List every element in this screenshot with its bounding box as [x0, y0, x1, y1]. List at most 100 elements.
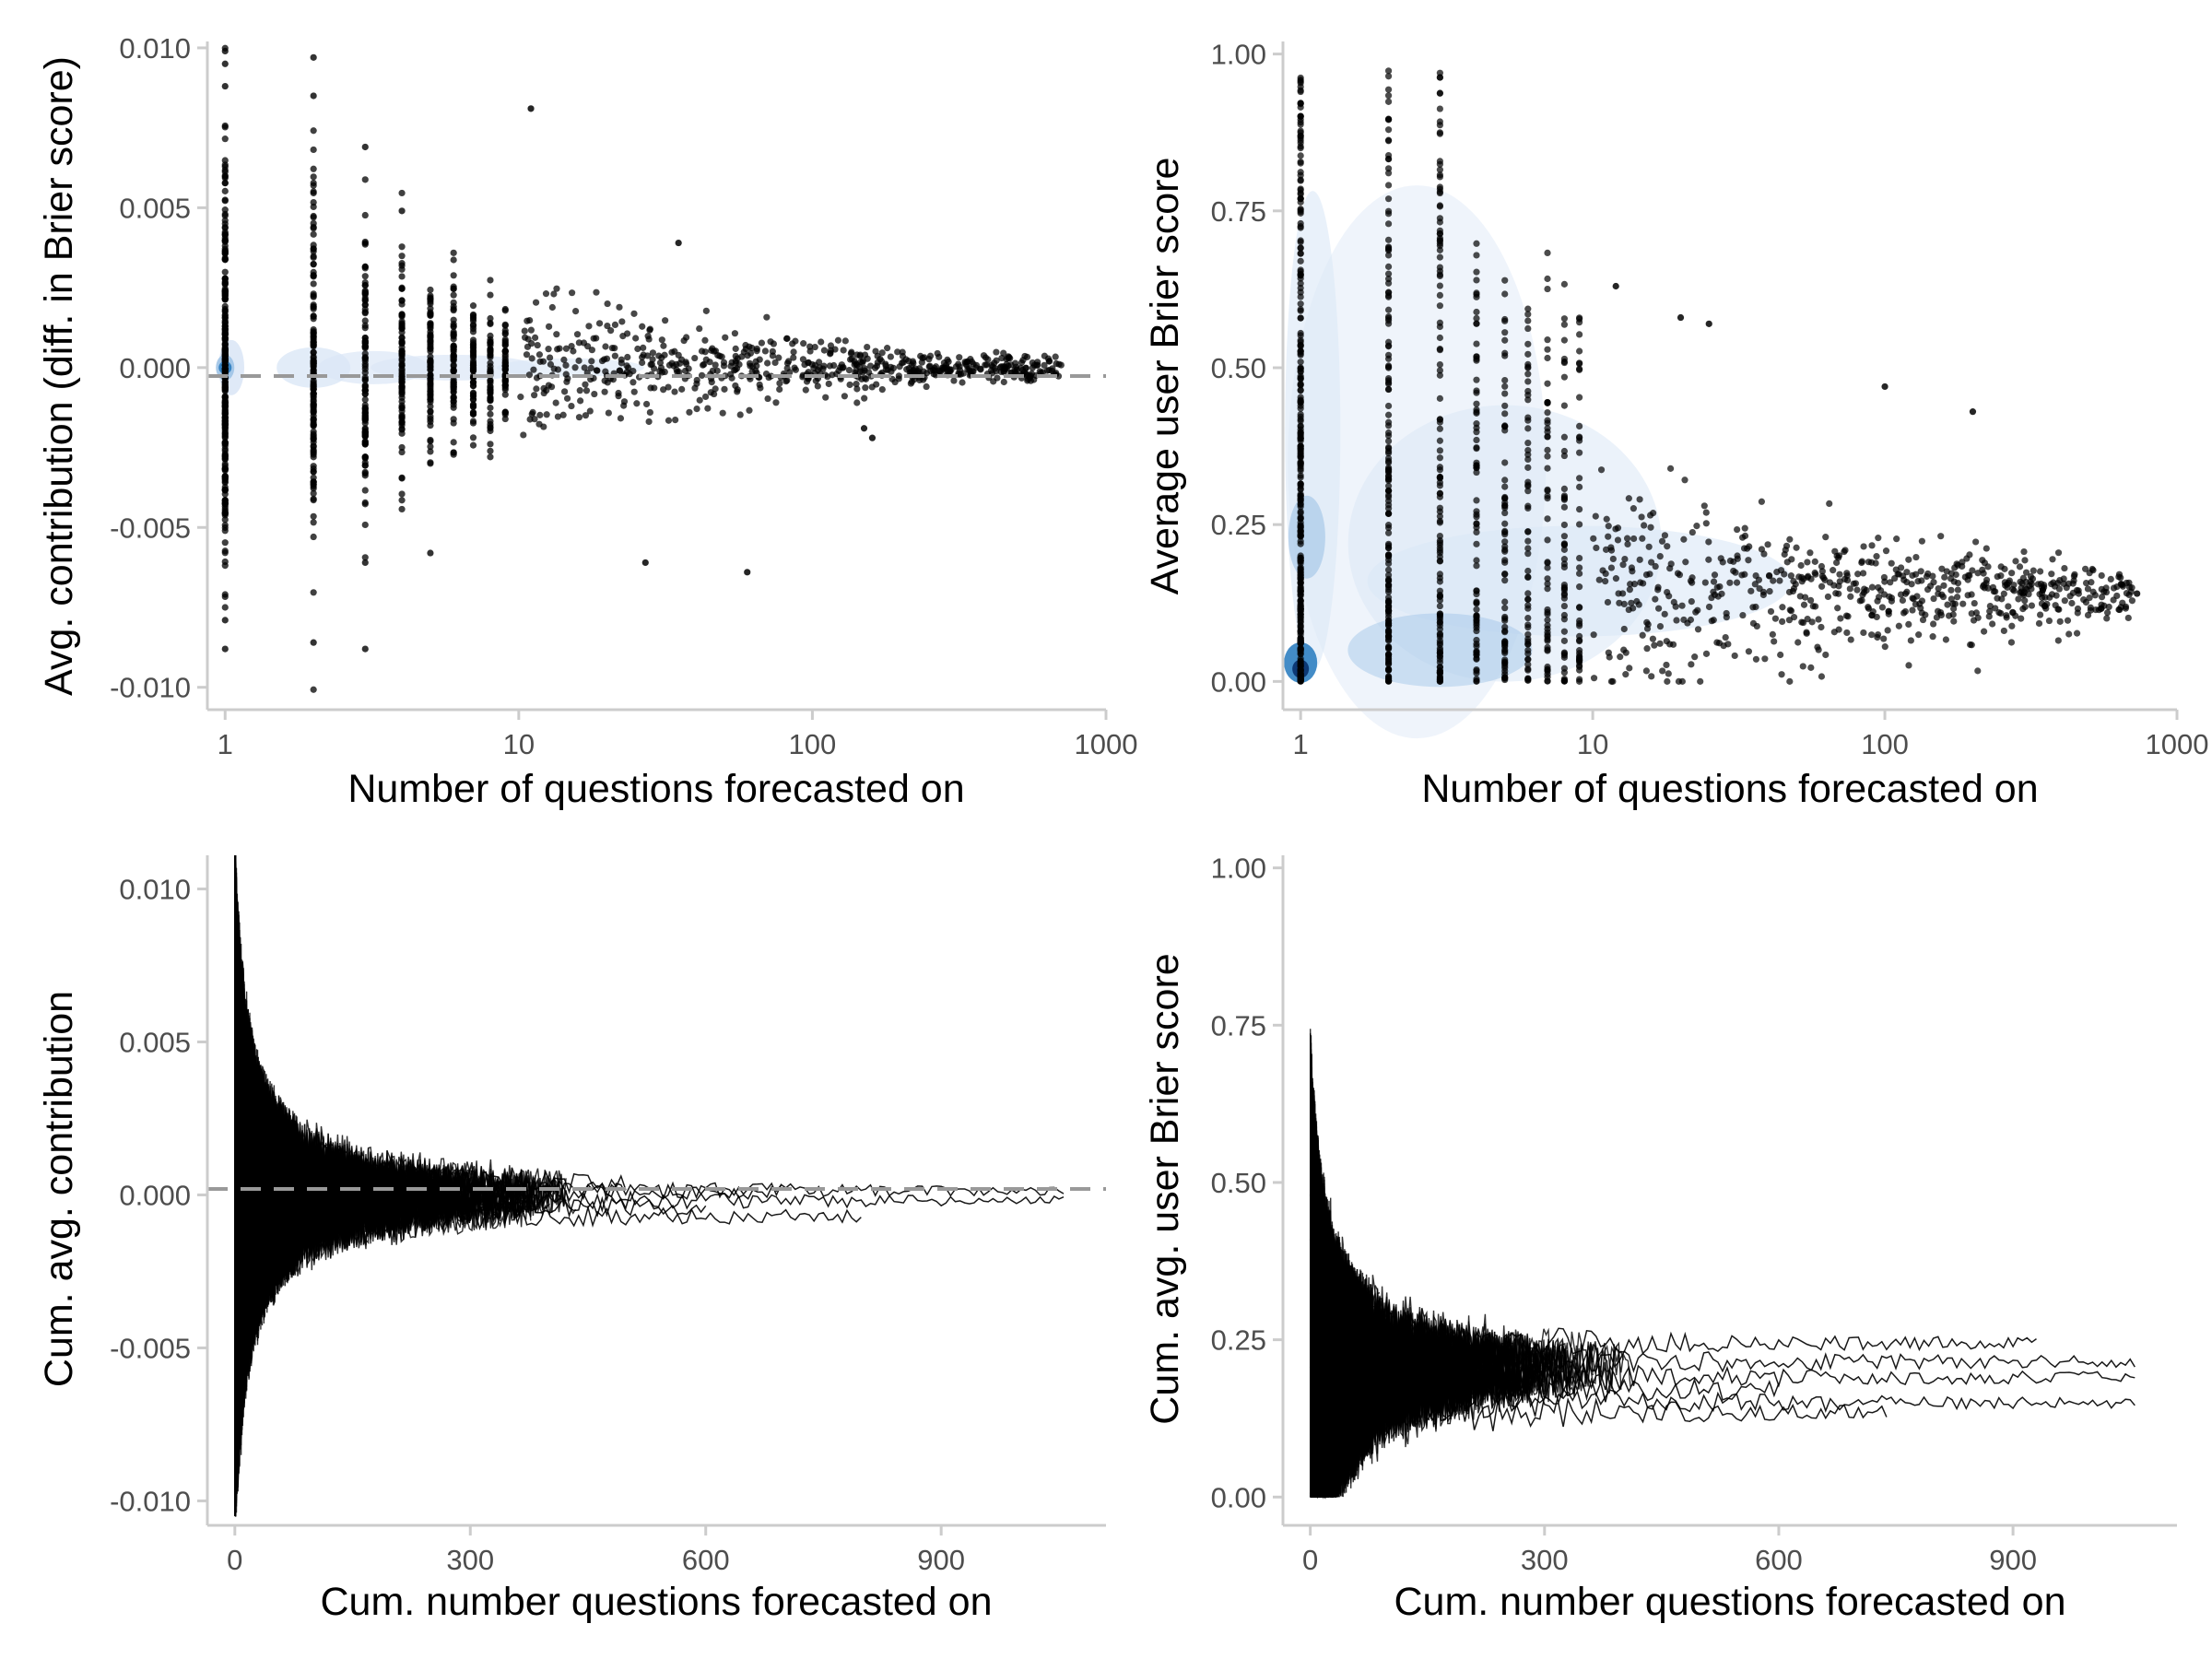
data-point — [1620, 600, 1628, 608]
data-point — [1501, 629, 1509, 636]
data-point — [450, 249, 457, 256]
data-point — [1986, 607, 1994, 615]
data-point — [650, 365, 658, 372]
data-point — [1297, 677, 1304, 685]
data-point — [1814, 643, 1821, 651]
data-point — [1710, 617, 1717, 624]
data-point — [1384, 73, 1393, 80]
data-point — [1384, 627, 1393, 634]
data-point — [744, 569, 751, 576]
data-point — [1969, 408, 1977, 416]
data-point — [2128, 597, 2136, 605]
data-point — [605, 409, 612, 417]
data-point — [487, 353, 494, 361]
data-point — [956, 354, 963, 361]
data-point — [398, 443, 406, 452]
data-point — [762, 370, 771, 378]
data-point — [2037, 568, 2044, 575]
data-point — [1749, 619, 1758, 627]
data-point — [1875, 583, 1882, 592]
y-tick-label: 0.25 — [1211, 1324, 1266, 1357]
data-point — [1297, 152, 1304, 159]
data-point — [310, 468, 317, 476]
data-point — [487, 347, 494, 355]
data-point — [1297, 145, 1304, 152]
data-point — [2018, 580, 2026, 587]
data-point — [487, 320, 494, 328]
data-point — [221, 558, 229, 566]
data-point — [2098, 571, 2105, 580]
data-point — [764, 394, 771, 403]
data-point — [1436, 122, 1443, 129]
data-point — [1297, 663, 1304, 670]
data-point — [2012, 558, 2019, 565]
data-point — [221, 288, 229, 295]
data-point — [940, 359, 948, 367]
data-point — [1473, 409, 1480, 417]
data-point — [611, 321, 619, 328]
data-point — [1501, 640, 1509, 647]
data-point — [1297, 472, 1304, 479]
data-point — [1786, 535, 1794, 543]
data-point — [1576, 483, 1583, 490]
data-point — [1055, 360, 1063, 368]
data-point — [708, 379, 715, 386]
data-point — [517, 394, 524, 401]
data-point — [450, 333, 457, 340]
data-point — [1384, 276, 1393, 283]
data-point — [487, 396, 494, 405]
data-point — [1880, 573, 1888, 582]
data-point — [540, 423, 547, 430]
data-point — [427, 305, 434, 312]
data-point — [1544, 610, 1551, 618]
data-point — [738, 353, 746, 360]
data-point — [487, 276, 494, 284]
data-point — [1745, 648, 1753, 655]
data-point — [398, 360, 406, 368]
data-point — [2068, 599, 2076, 607]
data-point — [1701, 579, 1709, 586]
data-point — [1619, 590, 1627, 597]
data-point — [545, 323, 553, 330]
data-point — [1501, 676, 1509, 684]
data-point — [1633, 597, 1641, 606]
data-point — [873, 381, 880, 388]
data-point — [1297, 554, 1304, 561]
data-point — [1648, 673, 1655, 680]
data-point — [1930, 579, 1937, 586]
y-axis-label-tl: Avg. contribution (diff. in Brier score) — [37, 56, 81, 696]
data-point — [1630, 505, 1637, 512]
data-point — [2103, 615, 2111, 622]
data-point — [799, 356, 807, 363]
data-point — [934, 349, 941, 358]
data-point — [1436, 241, 1443, 250]
data-point — [520, 431, 527, 439]
data-point — [398, 429, 406, 437]
data-point — [1501, 615, 1509, 622]
data-point — [1818, 568, 1826, 575]
data-point — [2103, 609, 2112, 617]
data-point — [1524, 311, 1532, 318]
data-point — [469, 324, 477, 333]
data-point — [947, 366, 955, 373]
data-point — [398, 490, 406, 498]
data-point — [1384, 364, 1393, 371]
data-point — [221, 382, 229, 389]
data-point — [2054, 549, 2063, 557]
data-point — [1665, 670, 1672, 677]
data-point — [469, 345, 477, 352]
data-point — [1297, 112, 1304, 120]
y-tick-label: 0.00 — [1211, 1481, 1266, 1513]
data-point — [1473, 676, 1480, 683]
data-point — [361, 322, 369, 329]
data-point — [571, 308, 580, 315]
data-point — [1807, 664, 1815, 671]
data-point — [1501, 376, 1509, 384]
data-point — [469, 392, 477, 399]
data-point — [640, 351, 647, 359]
data-point — [1524, 656, 1532, 664]
data-point — [1705, 320, 1712, 327]
data-point — [1524, 324, 1532, 333]
data-point — [1901, 607, 1909, 616]
